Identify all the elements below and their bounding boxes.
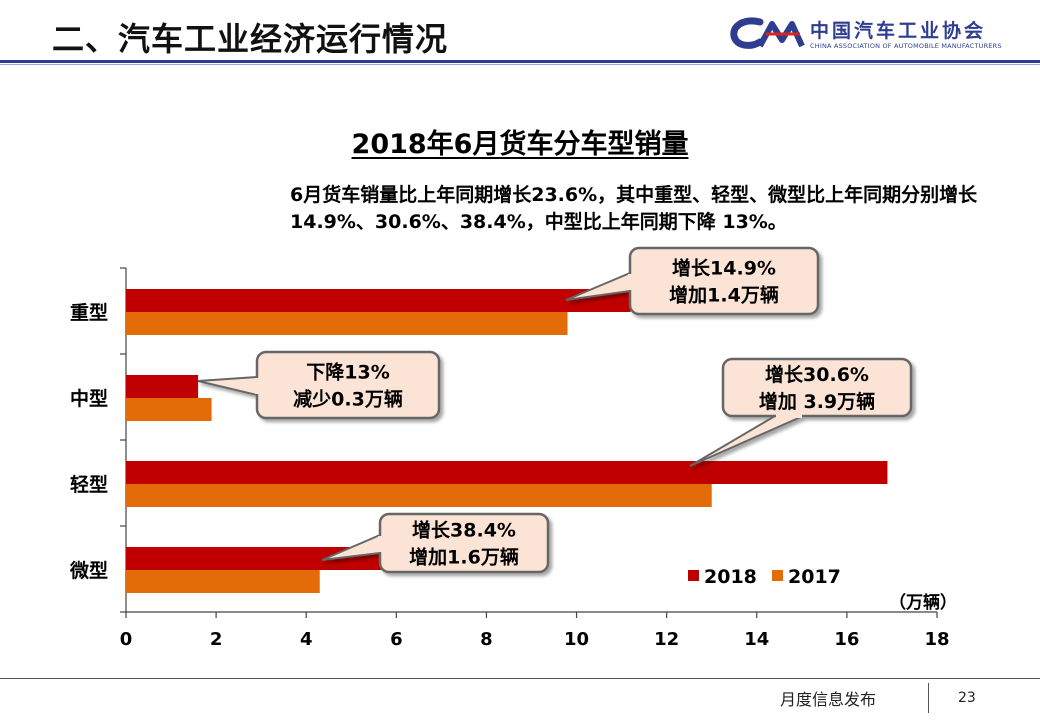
page-number: 23 <box>958 690 976 706</box>
callout-text: 减少0.3万辆 <box>293 388 403 411</box>
page-title: 二、汽车工业经济运行情况 <box>52 20 449 58</box>
callout-text: 增加1.4万辆 <box>669 284 779 307</box>
category-label: 微型 <box>69 559 108 582</box>
category-label: 中型 <box>70 387 108 410</box>
logo: 中国汽车工业协会 CHINA ASSOCIATION OF AUTOMOBILE… <box>730 14 1030 58</box>
footer-vertical-divider <box>928 683 929 713</box>
x-tick-label: 0 <box>120 629 133 650</box>
callout-seam <box>378 536 382 552</box>
unit-label: （万辆） <box>889 592 957 613</box>
x-tick-label: 14 <box>744 629 769 650</box>
callout-text: 增加1.6万辆 <box>409 546 519 569</box>
legend-swatch-2018 <box>688 570 699 581</box>
callout-pointer <box>197 375 258 397</box>
callout-text: 增长14.9% <box>672 257 776 280</box>
callout-text: 增长38.4% <box>412 519 516 542</box>
x-tick-label: 6 <box>390 629 403 650</box>
callout-重型 <box>565 246 820 316</box>
callout-轻型 <box>689 357 913 467</box>
bar-2017 <box>126 312 568 335</box>
callout-box <box>721 357 913 418</box>
callout-中型 <box>197 350 441 420</box>
bar-2018 <box>126 547 383 570</box>
x-tick-label: 10 <box>564 629 589 650</box>
x-tick-label: 8 <box>480 629 493 650</box>
bar-2017 <box>126 398 212 421</box>
header-divider-light <box>0 64 1040 65</box>
legend-label-2017: 2017 <box>788 566 841 588</box>
callout-text: 下降13% <box>306 361 389 384</box>
x-tick-label: 18 <box>924 629 949 650</box>
legend-label-2018: 2018 <box>704 566 757 588</box>
bar-2018 <box>126 461 888 484</box>
bar-2017 <box>126 570 320 593</box>
bar-2018 <box>126 289 631 312</box>
x-tick-label: 12 <box>654 629 679 650</box>
legend-swatch-2017 <box>772 570 783 581</box>
callout-seam <box>255 378 259 394</box>
callout-pointer <box>689 415 804 467</box>
bar-2018 <box>126 375 199 398</box>
chart-title: 2018年6月货车分车型销量 <box>351 129 689 160</box>
callout-seam <box>628 274 632 290</box>
bar-2017 <box>126 484 712 507</box>
x-tick-label: 4 <box>300 629 313 650</box>
x-tick-label: 16 <box>834 629 859 650</box>
caam-logo-icon <box>730 17 805 49</box>
category-label: 轻型 <box>70 473 108 496</box>
footer-divider <box>0 678 1040 679</box>
category-label: 重型 <box>70 301 108 324</box>
x-tick-label: 2 <box>210 629 223 650</box>
summary-text: 6月货车销量比上年同期增长23.6%，其中重型、轻型、微型比上年同期分别增长14… <box>290 184 978 233</box>
header-divider <box>0 60 1040 63</box>
callout-text: 增长30.6% <box>765 363 869 386</box>
callout-seam <box>776 414 802 418</box>
footer-text: 月度信息发布 <box>780 690 877 709</box>
callout-微型 <box>321 512 550 574</box>
logo-text-en: CHINA ASSOCIATION OF AUTOMOBILE MANUFACT… <box>810 42 1002 50</box>
callout-text: 增加 3.9万辆 <box>759 390 875 413</box>
logo-text-cn: 中国汽车工业协会 <box>810 20 987 42</box>
